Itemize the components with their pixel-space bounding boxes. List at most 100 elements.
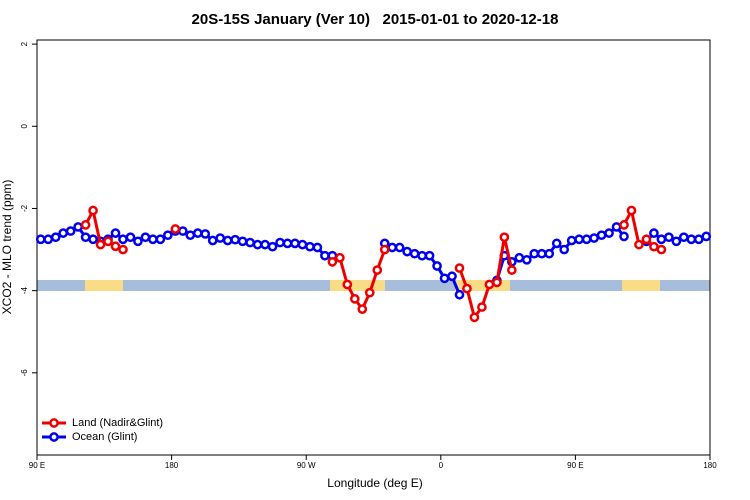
data-point [499, 232, 510, 243]
data-point [88, 205, 98, 216]
x-tick-label: 0 [439, 461, 444, 470]
data-point [222, 235, 233, 246]
data-point [521, 254, 532, 265]
data-point [693, 234, 704, 245]
chart-title: 20S-15S January (Ver 10) 2015-01-01 to 2… [192, 11, 559, 28]
data-point [656, 244, 667, 255]
data-point [290, 238, 300, 249]
legend-marker [49, 432, 59, 442]
data-point [477, 302, 487, 312]
data-point [230, 234, 241, 245]
data-point [596, 230, 607, 241]
data-point [626, 205, 637, 216]
data-point [469, 312, 480, 323]
data-point [305, 241, 315, 252]
data-point [701, 231, 712, 242]
legend-label: Ocean (Glint) [72, 431, 137, 443]
data-point [364, 287, 375, 298]
y-tick-label: 2 [20, 41, 29, 46]
data-point [95, 239, 106, 250]
data-point [118, 234, 128, 245]
data-point [148, 234, 158, 245]
data-point [43, 234, 54, 245]
y-tick-label: -4 [20, 287, 29, 295]
data-point [349, 294, 360, 304]
data-point [163, 230, 173, 241]
data-point [155, 234, 166, 245]
data-point [58, 228, 69, 238]
data-point [237, 236, 248, 247]
data-point [312, 242, 323, 253]
data-point [559, 244, 570, 255]
data-point [409, 248, 420, 259]
data-point [297, 239, 308, 250]
data-point [439, 273, 450, 284]
data-point [544, 248, 555, 259]
data-point [604, 228, 614, 238]
data-point [574, 234, 584, 245]
x-axis-label: Longitude (deg E) [327, 476, 422, 490]
data-point [133, 236, 143, 247]
data-point [678, 232, 689, 243]
legend-label: Land (Nadir&Glint) [72, 417, 163, 429]
data-point [454, 263, 465, 273]
data-point [80, 232, 91, 243]
data-point [275, 237, 285, 248]
data-point [170, 224, 181, 234]
data-point [260, 239, 270, 250]
data-point [402, 246, 412, 257]
data-point [551, 238, 562, 249]
data-point [581, 234, 592, 245]
data-point [656, 234, 667, 245]
data-point [641, 234, 652, 245]
data-point [417, 250, 427, 261]
data-point [200, 229, 211, 239]
data-point [252, 239, 263, 250]
x-tick-label: 180 [165, 461, 179, 470]
data-point [335, 252, 345, 263]
data-point [394, 242, 405, 253]
data-point [566, 235, 577, 246]
data-point [357, 304, 368, 314]
x-tick-label: 180 [703, 461, 717, 470]
data-point [529, 248, 540, 259]
data-point [125, 232, 136, 243]
data-point [484, 279, 495, 290]
y-axis-label: XCO2 - MLO trend (ppm) [0, 180, 14, 315]
data-point [432, 261, 442, 271]
data-point [245, 237, 255, 248]
data-point [536, 248, 547, 259]
data-point [342, 279, 353, 290]
data-point [649, 241, 659, 252]
data-point [267, 241, 278, 252]
data-point [185, 230, 196, 241]
y-tick-label: 0 [20, 124, 29, 129]
data-point [379, 244, 390, 255]
data-point [103, 236, 113, 247]
series-line [458, 236, 514, 321]
data-point [462, 283, 472, 294]
plot-frame [36, 39, 711, 456]
data-point [80, 220, 91, 230]
data-point [424, 250, 435, 261]
data-point [327, 257, 338, 267]
legend-marker [49, 418, 59, 428]
data-point [215, 233, 226, 243]
x-tick-label: 90 E [567, 461, 583, 470]
data-point [282, 238, 293, 249]
data-point [177, 226, 188, 236]
data-point [387, 242, 398, 253]
data-point [35, 234, 46, 245]
data-point [88, 234, 98, 245]
data-point [589, 233, 599, 243]
data-point [110, 241, 121, 252]
data-point [634, 239, 644, 250]
data-point [65, 226, 76, 236]
data-point [686, 234, 697, 245]
data-point [619, 220, 629, 230]
data-point [454, 289, 465, 300]
data-point [649, 228, 659, 238]
x-tick-label: 90 W [297, 461, 316, 470]
data-point [372, 265, 383, 275]
